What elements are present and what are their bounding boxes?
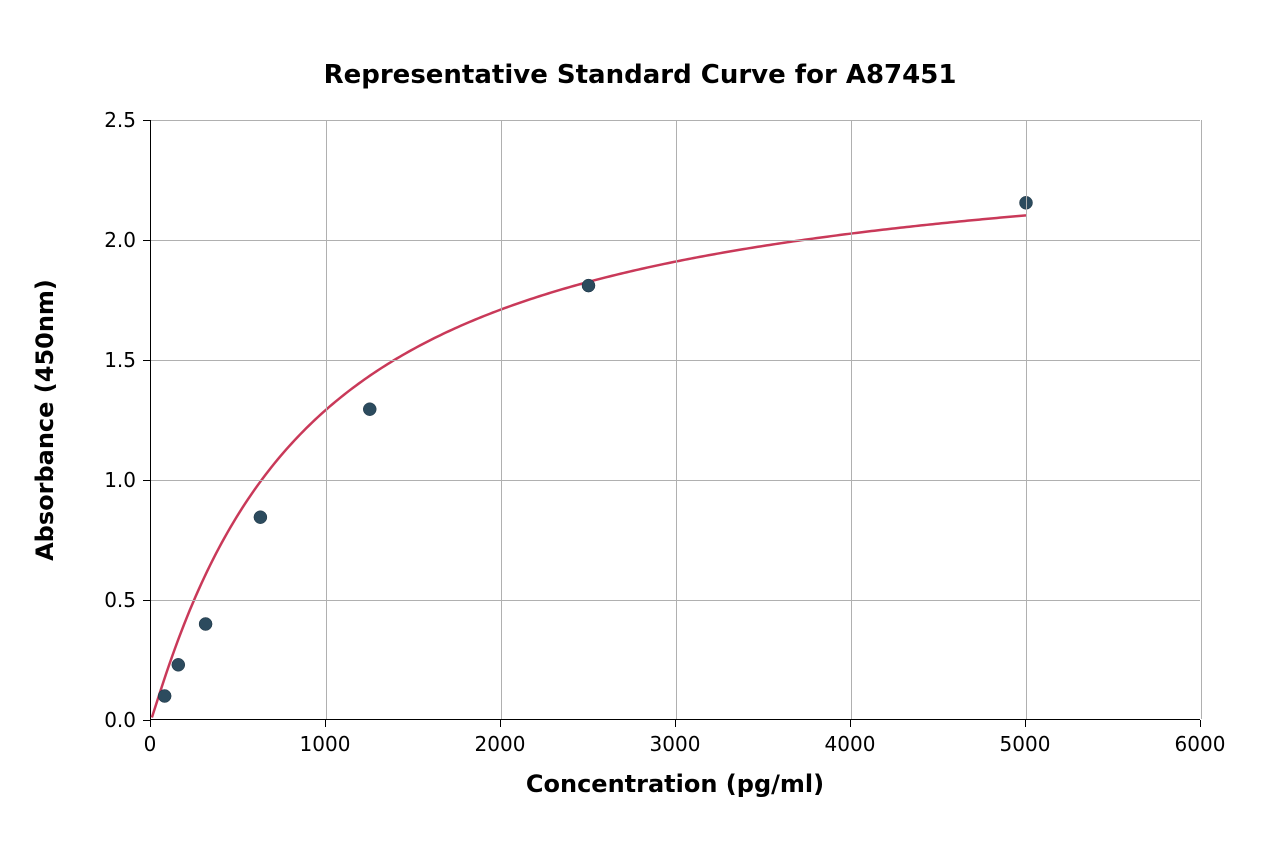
grid-line-vertical (1201, 120, 1202, 719)
grid-line-horizontal (151, 600, 1200, 601)
y-tick-label: 2.5 (104, 108, 136, 132)
chart-title: Representative Standard Curve for A87451 (324, 60, 957, 90)
y-tick (143, 600, 150, 601)
grid-line-vertical (326, 120, 327, 719)
y-tick (143, 480, 150, 481)
grid-line-vertical (676, 120, 677, 719)
grid-line-vertical (851, 120, 852, 719)
x-tick-label: 6000 (1175, 732, 1226, 756)
grid-line-horizontal (151, 480, 1200, 481)
data-point (363, 403, 376, 416)
y-tick (143, 240, 150, 241)
y-tick (143, 360, 150, 361)
x-tick (850, 720, 851, 727)
plot-area (150, 120, 1200, 720)
x-tick-label: 4000 (825, 732, 876, 756)
y-tick (143, 120, 150, 121)
x-tick-label: 2000 (475, 732, 526, 756)
data-point (172, 658, 185, 671)
grid-line-horizontal (151, 360, 1200, 361)
x-tick-label: 5000 (1000, 732, 1051, 756)
data-point (254, 511, 267, 524)
x-tick (150, 720, 151, 727)
x-tick (325, 720, 326, 727)
y-tick-label: 0.5 (104, 588, 136, 612)
y-tick-label: 1.0 (104, 468, 136, 492)
grid-line-vertical (501, 120, 502, 719)
x-tick (1025, 720, 1026, 727)
x-tick (1200, 720, 1201, 727)
x-tick (675, 720, 676, 727)
x-axis-label: Concentration (pg/ml) (526, 770, 824, 798)
chart-container: Representative Standard Curve for A87451… (0, 0, 1280, 845)
y-tick-label: 2.0 (104, 228, 136, 252)
data-point (582, 279, 595, 292)
data-point (158, 690, 171, 703)
grid-line-horizontal (151, 120, 1200, 121)
y-tick-label: 0.0 (104, 708, 136, 732)
x-tick-label: 0 (144, 732, 157, 756)
x-tick-label: 3000 (650, 732, 701, 756)
y-tick-label: 1.5 (104, 348, 136, 372)
x-tick-label: 1000 (300, 732, 351, 756)
grid-line-horizontal (151, 240, 1200, 241)
data-point (199, 618, 212, 631)
y-tick (143, 720, 150, 721)
grid-line-vertical (1026, 120, 1027, 719)
y-axis-label: Absorbance (450nm) (31, 279, 59, 561)
x-tick (500, 720, 501, 727)
